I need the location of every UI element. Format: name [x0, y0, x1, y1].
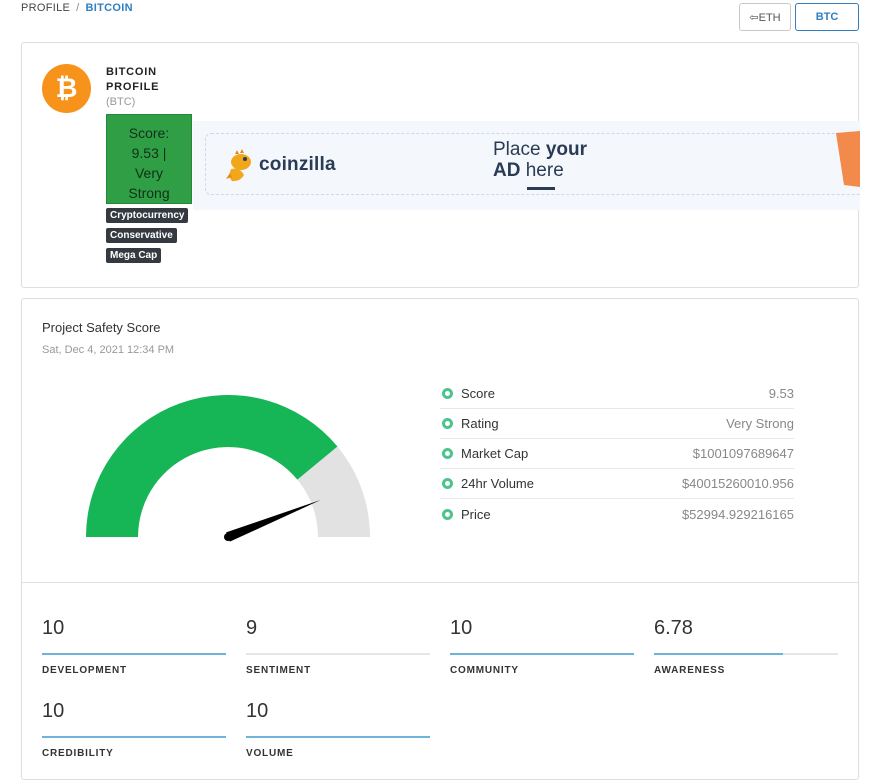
- stat-bar: [42, 736, 226, 738]
- metric-row-price: Price $52994.929216165: [440, 499, 794, 529]
- stat-volume: 10 VOLUME: [246, 700, 430, 759]
- profile-title: BITCOIN PROFILE: [106, 66, 160, 93]
- section-divider: [22, 582, 858, 583]
- tag-conservative[interactable]: Conservative: [106, 228, 177, 243]
- stat-label: SENTIMENT: [246, 665, 311, 676]
- ad-place-text: Place your AD here: [493, 139, 643, 181]
- stat-bar: [654, 653, 838, 655]
- breadcrumb: PROFILE / BITCOIN: [21, 2, 133, 14]
- profile-card: ₿ BITCOIN PROFILE (BTC) Score: 9.53 | Ve…: [21, 42, 860, 288]
- breadcrumb-current: BITCOIN: [85, 2, 133, 14]
- stat-label: VOLUME: [246, 748, 294, 759]
- score-label: Score:: [128, 125, 170, 141]
- stat-bar-fill: [42, 736, 226, 738]
- stat-bar: [42, 653, 226, 655]
- stat-bar: [246, 736, 430, 738]
- stat-label: CREDIBILITY: [42, 748, 114, 759]
- stat-value: 10: [246, 700, 269, 722]
- stat-credibility: 10 CREDIBILITY: [42, 700, 226, 759]
- breadcrumb-separator: /: [76, 2, 80, 14]
- metrics-list: Score 9.53 Rating Very Strong Market Cap…: [440, 379, 794, 529]
- metric-label: Market Cap: [461, 446, 529, 461]
- stat-community: 10 COMMUNITY: [450, 617, 634, 676]
- stat-bar-fill: [246, 736, 430, 738]
- status-dot-icon: [442, 388, 453, 399]
- ad-banner[interactable]: coinzilla Place your AD here: [193, 121, 860, 210]
- stat-label: DEVELOPMENT: [42, 665, 127, 676]
- status-dot-icon: [442, 508, 453, 520]
- score-value: 9.53 |: [131, 145, 167, 161]
- stat-label: AWARENESS: [654, 665, 726, 676]
- eth-button[interactable]: ⇦ETH: [739, 3, 791, 31]
- stat-sentiment: 9 SENTIMENT: [246, 617, 430, 676]
- metric-label: Price: [461, 506, 491, 522]
- stat-bar-fill: [654, 653, 783, 655]
- metric-row-volume: 24hr Volume $40015260010.956: [440, 469, 794, 499]
- bitcoin-logo-icon: ₿: [42, 64, 91, 113]
- safety-gauge: [86, 395, 370, 542]
- ad-place-3: AD: [493, 160, 521, 181]
- tag-cryptocurrency[interactable]: Cryptocurrency: [106, 208, 189, 223]
- stat-bar: [450, 653, 634, 655]
- btc-button[interactable]: BTC: [795, 3, 859, 31]
- status-dot-icon: [442, 448, 453, 459]
- gauge-needle: [226, 499, 321, 542]
- metric-label: 24hr Volume: [461, 476, 534, 491]
- score-badge: Score: 9.53 | Very Strong: [106, 114, 192, 204]
- metric-row-rating: Rating Very Strong: [440, 409, 794, 439]
- metric-value: $40015260010.956: [681, 476, 794, 491]
- ad-brand: coinzilla: [259, 154, 336, 175]
- stat-value: 10: [42, 617, 65, 639]
- stat-value: 6.78: [654, 617, 693, 639]
- status-dot-icon: [442, 418, 453, 429]
- stat-value: 10: [450, 617, 473, 639]
- ad-place-1: Place: [493, 139, 546, 160]
- ad-place-4: here: [520, 160, 564, 181]
- safety-card: Project Safety Score Sat, Dec 4, 2021 12…: [21, 298, 859, 780]
- ad-frame: [205, 133, 860, 195]
- stat-bar: [246, 653, 430, 655]
- coinzilla-mascot-icon: [226, 149, 251, 182]
- profile-ticker: (BTC): [106, 96, 136, 108]
- score-rating-line1: Very: [134, 165, 163, 181]
- metric-label: Score: [461, 386, 495, 401]
- score-rating-line2: Strong: [128, 185, 170, 201]
- gauge-fill: [86, 395, 338, 537]
- gauge-hub: [224, 533, 232, 541]
- stat-value: 10: [42, 700, 65, 722]
- tag-mega-cap[interactable]: Mega Cap: [106, 248, 162, 263]
- tag-list: Cryptocurrency Conservative Mega Cap: [106, 208, 189, 268]
- metric-label: Rating: [461, 416, 499, 431]
- metric-value: $1001097689647: [692, 446, 794, 461]
- metric-row-score: Score 9.53: [440, 379, 794, 409]
- breadcrumb-profile[interactable]: PROFILE: [21, 2, 71, 14]
- metric-row-market-cap: Market Cap $1001097689647: [440, 439, 794, 469]
- stat-bar-fill: [450, 653, 634, 655]
- ad-underline: [527, 187, 555, 190]
- metric-value: $52994.929216165: [681, 506, 794, 522]
- safety-date: Sat, Dec 4, 2021 12:34 PM: [42, 344, 175, 356]
- ad-place-2: your: [545, 139, 587, 160]
- metric-value: 9.53: [768, 386, 794, 401]
- metric-value: Very Strong: [726, 416, 794, 431]
- ad-arrow-icon: [836, 131, 860, 187]
- stat-development: 10 DEVELOPMENT: [42, 617, 226, 676]
- stat-label: COMMUNITY: [450, 665, 519, 676]
- stat-bar-fill: [42, 653, 226, 655]
- stat-value: 9: [246, 617, 258, 639]
- status-dot-icon: [442, 478, 453, 489]
- stat-awareness: 6.78 AWARENESS: [654, 617, 838, 676]
- safety-title: Project Safety Score: [42, 320, 161, 335]
